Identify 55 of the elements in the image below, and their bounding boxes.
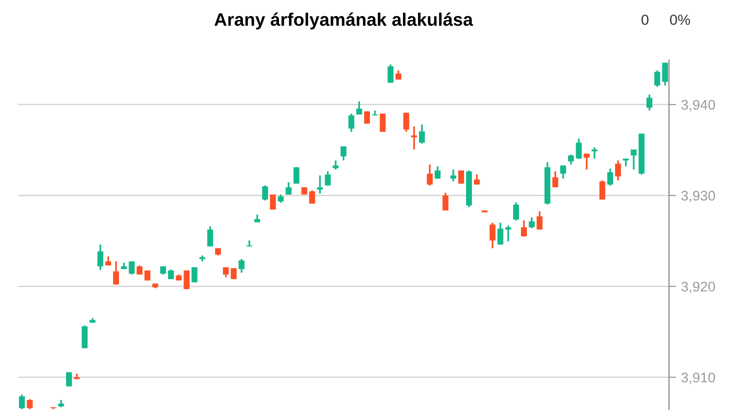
candlestick [105,256,112,266]
candlestick [113,260,119,286]
candlestick [286,181,292,196]
candlestick [66,371,72,388]
candlestick [418,124,425,144]
candlestick [403,112,410,133]
y-tick-label: 3,920 [681,282,716,294]
candlestick [599,180,606,200]
candlestick [18,394,25,410]
candlestick [348,112,354,133]
candlestick [568,154,574,166]
y-tick-label: 3,940 [681,100,716,112]
candlestick [434,166,441,180]
y-tick-label: 3,910 [681,372,716,384]
candlestick [662,62,668,86]
candlestick [607,168,614,186]
candlestick [560,164,566,180]
candlestick [128,260,135,276]
candlestick [317,174,323,194]
candlestick [584,152,590,170]
candlestick [576,138,582,160]
candlestick [513,201,519,222]
candlestick [442,192,448,212]
candlestick [309,190,316,204]
candlestick [615,160,621,182]
candlestick [630,148,637,170]
candlestick [340,146,346,162]
candlestick [646,94,652,112]
candlestick [426,164,433,186]
candlestick [82,324,88,350]
candlestick [262,184,268,202]
candlestick [332,160,339,170]
candlestick [97,244,104,271]
candlestick [388,64,394,84]
candlestick [490,222,496,250]
candlestick [207,226,214,248]
candlestick [654,70,660,88]
text: 0% [670,14,690,25]
y-tick-label: 3,930 [681,190,716,202]
candlestick [356,100,362,116]
candlestick [238,258,244,274]
candlestick [497,222,504,246]
candlestick [270,194,276,210]
chart-title: Arany árfolyamának alakulása [214,12,474,30]
candlestick [592,146,598,160]
candlestick [324,170,331,186]
candlestick [411,126,418,150]
candlestick [26,398,33,410]
candlestick [528,216,535,230]
candlestick [536,210,543,230]
candlestick [520,220,527,238]
candlestick [552,170,558,188]
candlestick [380,112,386,133]
text: 0 [642,14,648,25]
candlestick [192,266,198,284]
